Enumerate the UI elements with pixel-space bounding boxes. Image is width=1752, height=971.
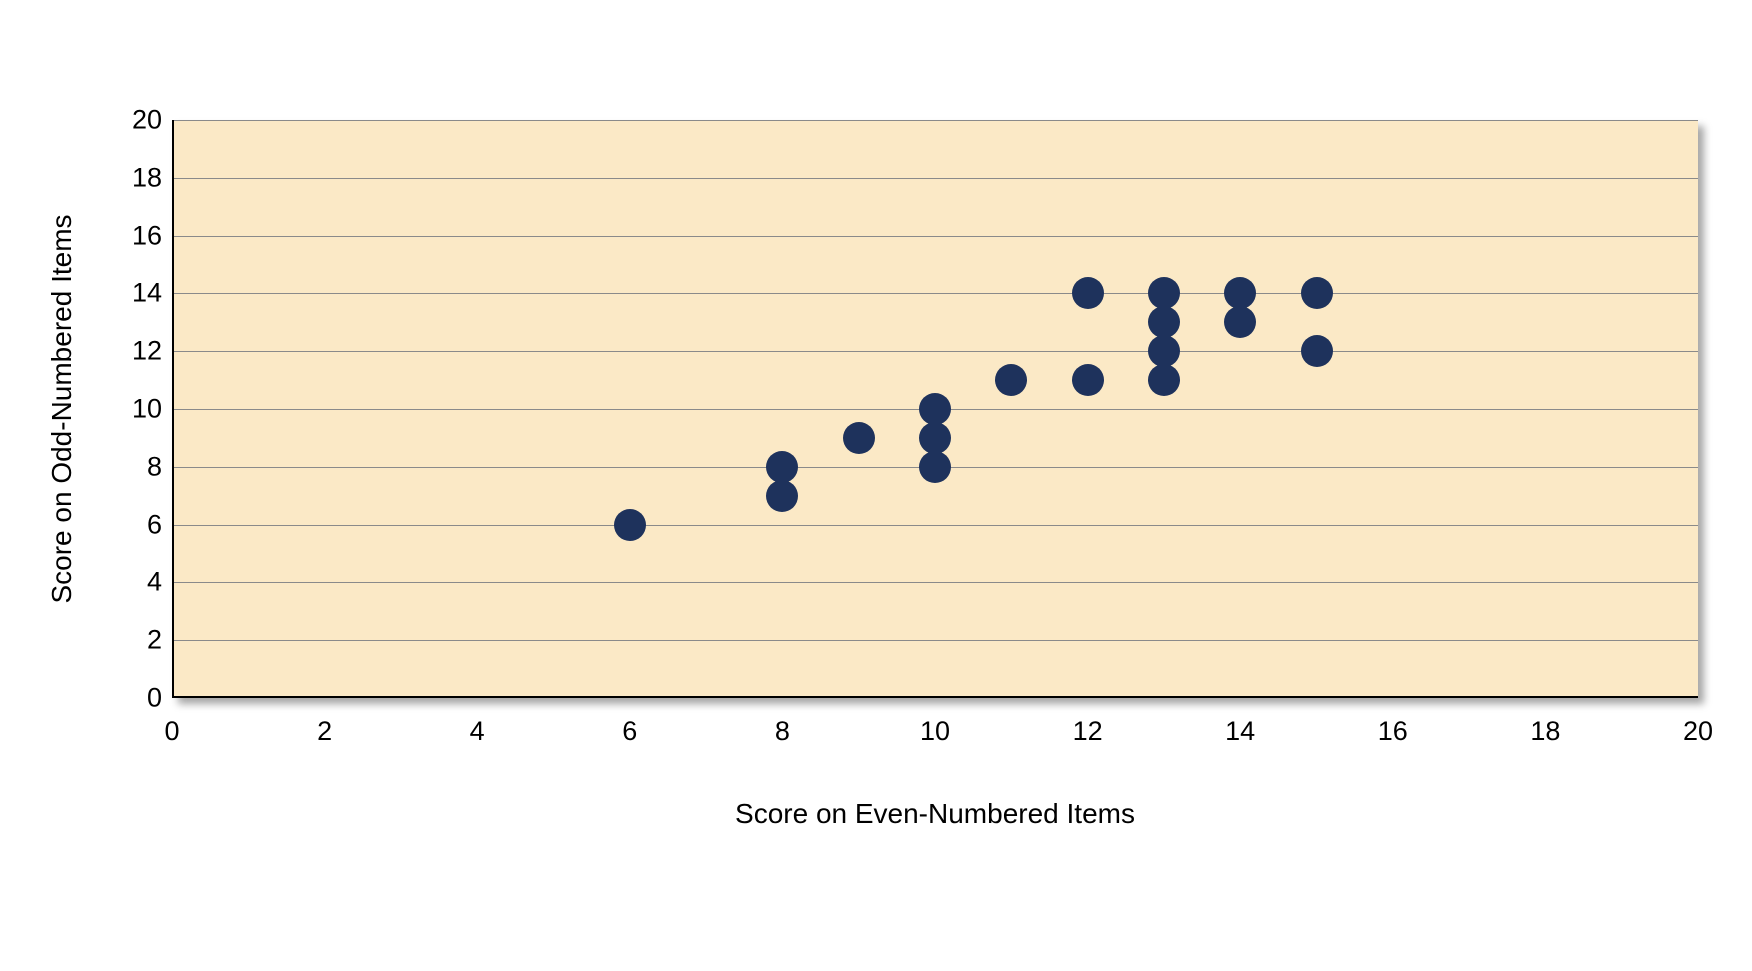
y-tick-label: 6 <box>114 509 162 540</box>
x-tick-label: 0 <box>164 716 179 747</box>
y-tick-label: 8 <box>114 451 162 482</box>
gridline <box>172 120 1698 121</box>
gridline <box>172 582 1698 583</box>
y-tick-label: 10 <box>114 394 162 425</box>
data-point <box>1148 306 1180 338</box>
y-tick-label: 18 <box>114 162 162 193</box>
gridline <box>172 640 1698 641</box>
x-tick-label: 2 <box>317 716 332 747</box>
x-tick-label: 18 <box>1530 716 1560 747</box>
scatter-chart: 0 2 4 6 8 10 12 14 16 18 20 0 2 4 6 8 10 12 14 16 18 20 Scor… <box>0 0 1752 971</box>
x-axis-title: Score on Even-Numbered Items <box>735 798 1135 830</box>
data-point <box>1224 277 1256 309</box>
y-tick-label: 12 <box>114 336 162 367</box>
x-tick-label: 8 <box>775 716 790 747</box>
gridline <box>172 236 1698 237</box>
data-point <box>1301 277 1333 309</box>
data-point <box>919 451 951 483</box>
gridline <box>172 178 1698 179</box>
y-tick-label: 2 <box>114 625 162 656</box>
y-tick-label: 0 <box>114 683 162 714</box>
data-point <box>919 393 951 425</box>
x-tick-label: 16 <box>1378 716 1408 747</box>
data-point <box>1224 306 1256 338</box>
gridline <box>172 351 1698 352</box>
x-tick-label: 12 <box>1073 716 1103 747</box>
y-axis-title: Score on Odd-Numbered Items <box>46 214 78 603</box>
data-point <box>1148 364 1180 396</box>
data-point <box>1072 277 1104 309</box>
data-point <box>766 480 798 512</box>
data-point <box>919 422 951 454</box>
gridline <box>172 525 1698 526</box>
data-point <box>1148 277 1180 309</box>
data-point <box>766 451 798 483</box>
data-point <box>1148 335 1180 367</box>
x-tick-label: 10 <box>920 716 950 747</box>
data-point <box>995 364 1027 396</box>
y-tick-label: 16 <box>114 220 162 251</box>
y-tick-label: 14 <box>114 278 162 309</box>
data-point <box>614 509 646 541</box>
data-point <box>1301 335 1333 367</box>
x-tick-label: 20 <box>1683 716 1713 747</box>
x-axis-line <box>172 696 1698 698</box>
x-tick-label: 6 <box>622 716 637 747</box>
x-tick-label: 4 <box>470 716 485 747</box>
y-tick-label: 4 <box>114 567 162 598</box>
x-tick-label: 14 <box>1225 716 1255 747</box>
data-point <box>843 422 875 454</box>
y-axis-line <box>172 120 174 698</box>
y-tick-label: 20 <box>114 105 162 136</box>
gridline <box>172 293 1698 294</box>
plot-area <box>172 120 1698 698</box>
data-point <box>1072 364 1104 396</box>
